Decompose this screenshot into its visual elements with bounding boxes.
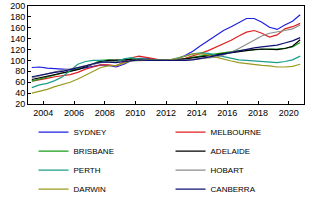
- svg-text:20: 20: [15, 99, 25, 109]
- svg-text:ADELAIDE: ADELAIDE: [211, 147, 251, 156]
- svg-text:2014: 2014: [187, 108, 207, 118]
- svg-text:180: 180: [10, 12, 25, 22]
- svg-text:2004: 2004: [33, 108, 53, 118]
- svg-text:SYDNEY: SYDNEY: [74, 128, 108, 137]
- svg-text:140: 140: [10, 34, 25, 44]
- svg-text:2008: 2008: [95, 108, 115, 118]
- svg-text:120: 120: [10, 45, 25, 55]
- svg-text:2018: 2018: [248, 108, 268, 118]
- svg-text:80: 80: [15, 66, 25, 76]
- svg-text:2020: 2020: [279, 108, 299, 118]
- svg-text:2010: 2010: [125, 108, 145, 118]
- svg-text:BRISBANE: BRISBANE: [74, 147, 114, 156]
- svg-text:2012: 2012: [156, 108, 176, 118]
- svg-text:40: 40: [15, 88, 25, 98]
- svg-text:100: 100: [10, 56, 25, 66]
- svg-text:HOBART: HOBART: [211, 166, 244, 175]
- svg-text:200: 200: [10, 1, 25, 11]
- svg-text:2006: 2006: [64, 108, 84, 118]
- svg-text:DARWIN: DARWIN: [74, 185, 107, 194]
- svg-text:MELBOURNE: MELBOURNE: [211, 128, 262, 137]
- svg-text:2016: 2016: [217, 108, 237, 118]
- svg-text:PERTH: PERTH: [74, 166, 101, 175]
- svg-text:60: 60: [15, 77, 25, 87]
- svg-text:CANBERRA: CANBERRA: [211, 185, 256, 194]
- svg-text:160: 160: [10, 23, 25, 33]
